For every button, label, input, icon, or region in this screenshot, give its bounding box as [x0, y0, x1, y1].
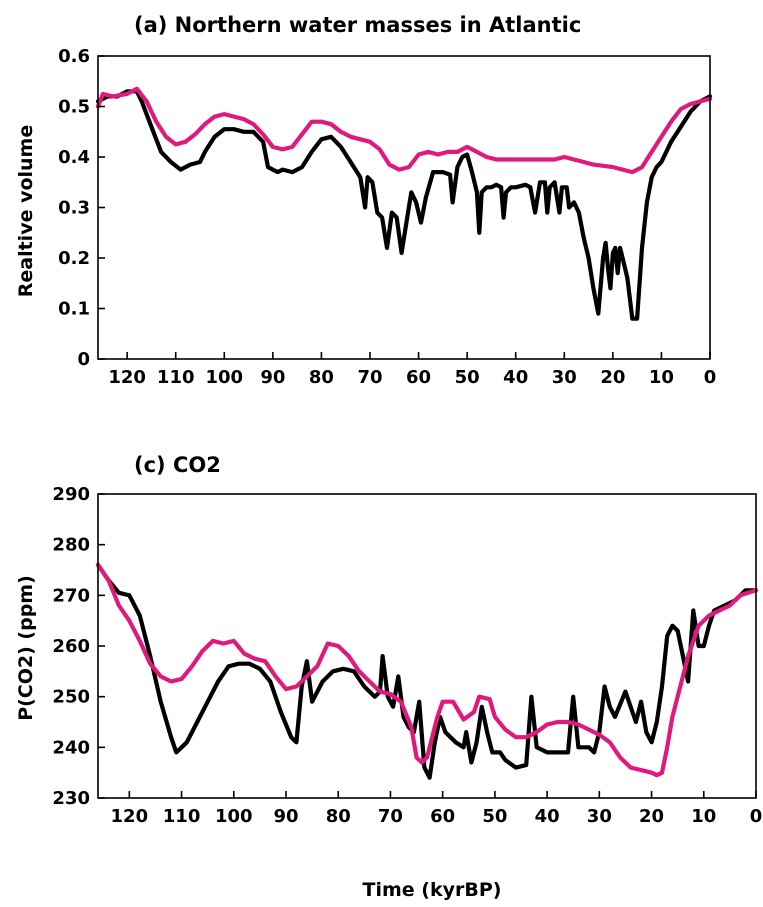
- panel-a-y-tick-label: 0.5: [58, 97, 90, 118]
- panel-a-x-tick-label: 70: [357, 367, 382, 388]
- panel-c-x-tick-label: 80: [326, 806, 351, 827]
- panel-a-x-tick-label: 80: [309, 367, 334, 388]
- panel-c-y-tick-label: 290: [52, 484, 90, 505]
- panel-c-x-tick-label: 70: [378, 806, 403, 827]
- panel-a-y-tick-label: 0.1: [58, 299, 90, 320]
- panel-a-x-tick-label: 90: [260, 367, 285, 388]
- panel-c-y-tick-label: 230: [52, 788, 90, 809]
- panel-c-x-tick-label: 100: [215, 806, 253, 827]
- panel-a-y-tick-label: 0.4: [58, 147, 90, 168]
- panel-a-x-tick-label: 110: [157, 367, 195, 388]
- panel-a-y-tick-label: 0: [77, 349, 90, 370]
- panel-a-plot-frame: [97, 55, 711, 360]
- panel-c-x-tick-label: 120: [111, 806, 149, 827]
- panel-a-x-tick-label: 10: [649, 367, 674, 388]
- panel-a-ylabel: Realtive volume: [15, 125, 37, 298]
- panel-a-x-tick-label: 60: [406, 367, 431, 388]
- panel-c-y-tick-label: 270: [52, 585, 90, 606]
- panel-a-y-tick-label: 0.6: [58, 46, 90, 67]
- panel-c-ylabel: P(CO2) (ppm): [15, 575, 37, 721]
- panel-c-y-tick-label: 260: [52, 636, 90, 657]
- panel-a-x-tick-label: 20: [600, 367, 625, 388]
- panel-c-series-1-line: [95, 562, 759, 780]
- panel-a-x-tick-label: 120: [108, 367, 146, 388]
- panel-c-x-tick-label: 110: [163, 806, 201, 827]
- panel-c-title: (c) CO2: [134, 453, 221, 477]
- panel-c-x-tick-label: 90: [273, 806, 298, 827]
- panel-c-x-tick-label: 30: [587, 806, 612, 827]
- panel-c-x-tick-label: 20: [639, 806, 664, 827]
- x-axis-label: Time (kyrBP): [363, 879, 502, 901]
- panel-a-y-tick-label: 0.3: [58, 198, 90, 219]
- panel-a-x-tick-label: 50: [455, 367, 480, 388]
- panel-a-series-2-line: [95, 86, 713, 175]
- panel-c-x-tick-label: 60: [430, 806, 455, 827]
- panel-c-x-tick-label: 40: [535, 806, 560, 827]
- panel-c-x-tick-label: 0: [750, 806, 763, 827]
- panel-a-x-tick-label: 40: [503, 367, 528, 388]
- panel-c-x-tick-label: 50: [482, 806, 507, 827]
- panel-c-y-tick-label: 240: [52, 737, 90, 758]
- panel-a-x-tick-label: 100: [205, 367, 243, 388]
- panel-a-title: (a) Northern water masses in Atlantic: [134, 13, 581, 37]
- panel-a-y-tick-label: 0.2: [58, 248, 90, 269]
- panel-c-y-tick-label: 280: [52, 535, 90, 556]
- panel-c-y-tick-label: 250: [52, 687, 90, 708]
- panel-a-series-1-line: [95, 89, 713, 321]
- panel-a-plot: 120 110 100 90 80 70 60 50 40 30 20 10 000.10.20.30.…: [58, 46, 716, 388]
- panel-c-series-2-line: [95, 562, 759, 778]
- panel-c-plot: 120 110 100 90 80 70 60 50 40 30 20 10 0230240250260…: [52, 484, 762, 827]
- panel-a-x-tick-label: 0: [704, 367, 717, 388]
- panel-c-x-tick-label: 10: [691, 806, 716, 827]
- panel-a-x-tick-label: 30: [552, 367, 577, 388]
